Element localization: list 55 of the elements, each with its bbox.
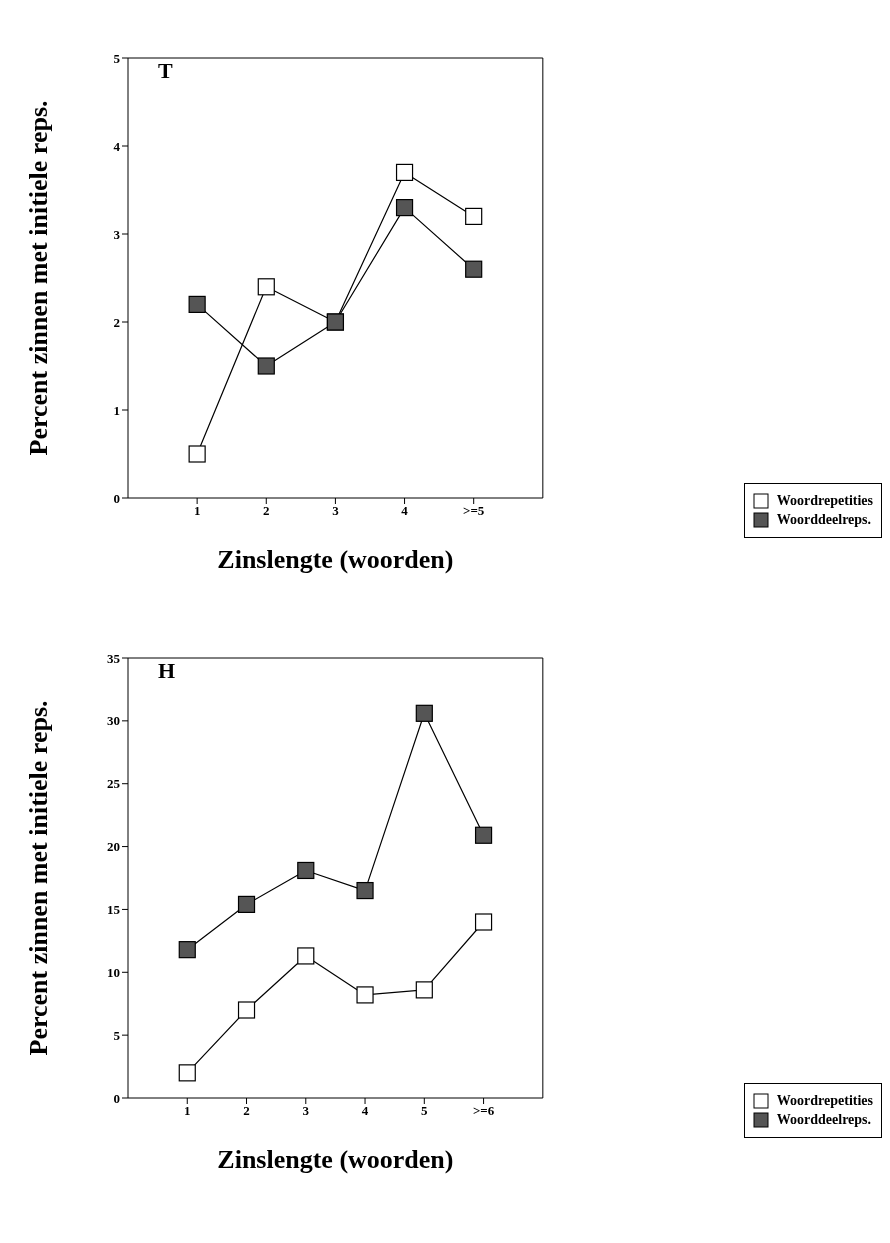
x-tick-label: 1 <box>193 503 201 519</box>
y-tick-label: 1 <box>113 402 120 418</box>
point <box>395 163 414 181</box>
y-tick-label: 5 <box>113 1027 121 1043</box>
y-tick-label: 30 <box>107 713 120 729</box>
y-tick-label: 15 <box>107 902 121 918</box>
y-tick-label: 5 <box>113 50 121 66</box>
x-tick-label: 2 <box>243 1103 250 1119</box>
y-tick-label: 25 <box>107 776 121 792</box>
point <box>465 207 483 225</box>
x-tick-label: 4 <box>401 503 409 519</box>
y-axis-title: Percent zinnen met initiele reps. <box>24 700 54 1056</box>
x-axis-title: Zinslengte (woorden) <box>217 545 454 574</box>
point <box>465 260 483 278</box>
point <box>178 1064 196 1082</box>
x-tick-label: 3 <box>302 1103 310 1119</box>
point <box>237 895 256 913</box>
point <box>188 295 206 313</box>
point <box>415 981 433 999</box>
y-tick-label: 2 <box>113 314 120 330</box>
point <box>178 941 196 959</box>
x-tick-label: 2 <box>263 503 270 519</box>
point <box>188 445 206 463</box>
y-tick-label: 3 <box>113 226 121 242</box>
y-tick-label: 10 <box>107 964 120 980</box>
legend-label: Woordrepetities <box>776 1093 873 1109</box>
point <box>474 826 493 844</box>
point <box>257 278 275 296</box>
point <box>356 986 374 1004</box>
x-tick-label: 5 <box>421 1103 429 1119</box>
annotation: T <box>158 58 173 84</box>
legend-label: Woorddeelreps. <box>776 512 872 528</box>
point <box>415 704 433 722</box>
y-tick-label: 0 <box>113 1090 120 1106</box>
x-tick-label: 4 <box>361 1103 369 1119</box>
legend-label: Woorddeelreps. <box>776 1112 872 1128</box>
point <box>297 861 315 880</box>
y-tick-label: 4 <box>113 138 121 154</box>
y-tick-label: 35 <box>107 650 121 666</box>
x-tick-label: >=6 <box>472 1103 495 1119</box>
point <box>257 357 275 375</box>
y-axis-title: Percent zinnen met initiele reps. <box>24 100 54 456</box>
point <box>237 1001 256 1019</box>
point <box>395 199 414 217</box>
point <box>356 881 374 900</box>
y-tick-label: 20 <box>107 839 120 855</box>
legend-label: Woordrepetities <box>776 493 873 509</box>
y-tick-label: 0 <box>113 490 120 506</box>
x-tick-label: 1 <box>184 1103 191 1119</box>
x-tick-label: 3 <box>332 503 340 519</box>
point <box>297 947 315 965</box>
x-axis-title: Zinslengte (woorden) <box>217 1145 454 1174</box>
point <box>474 913 493 931</box>
annotation: H <box>158 658 176 684</box>
x-tick-label: >=5 <box>463 503 485 519</box>
